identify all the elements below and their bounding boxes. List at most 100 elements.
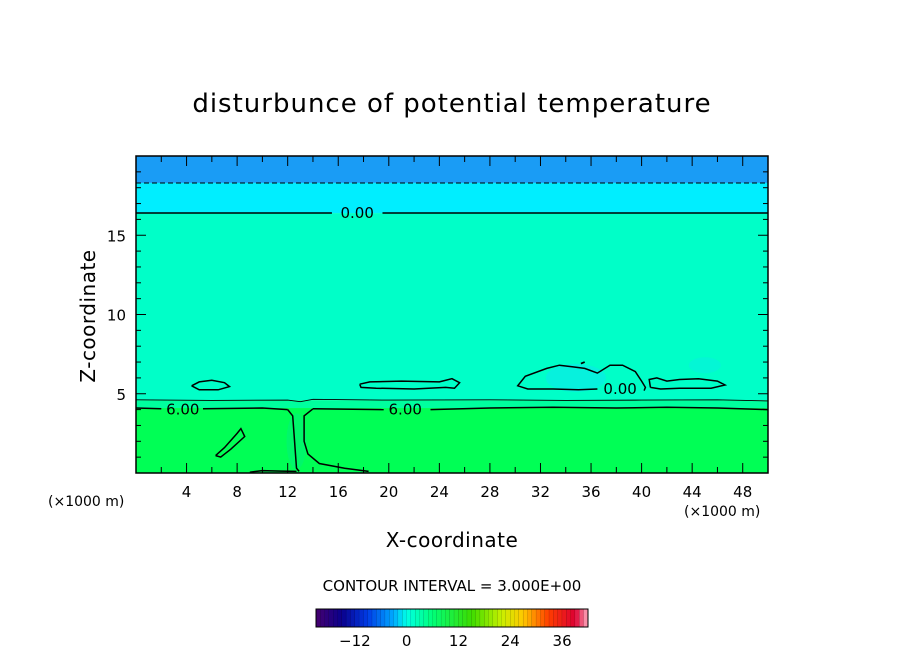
colorbar-cell [454, 609, 459, 627]
colorbar-cell [441, 609, 447, 627]
colorbar-cell [393, 609, 399, 627]
contour-plume [303, 408, 369, 473]
colorbar-cell [389, 609, 395, 627]
colorbar-cell [415, 609, 421, 627]
x-tick-label: 12 [278, 483, 297, 501]
colorbar-cell [458, 609, 464, 627]
colorbar-cell [484, 609, 490, 627]
x-tick-label: 8 [232, 483, 242, 501]
contour-thin [135, 398, 769, 403]
colorbar-cell [324, 609, 330, 627]
column-patch [286, 413, 307, 470]
contour-label: 0.00 [340, 204, 373, 222]
contour-six [430, 406, 769, 411]
band-1 [136, 182, 768, 214]
colorbar-cell [398, 609, 403, 627]
y-tick-label: 10 [107, 307, 126, 325]
colorbar-cell [432, 609, 438, 627]
colorbar-cell [445, 609, 451, 627]
colorbar [315, 608, 589, 628]
colorbar-cell [531, 609, 537, 627]
colorbar-cell [380, 609, 386, 627]
colorbar-tick-label: 12 [449, 632, 468, 650]
x-unit-left: (×1000 m) [48, 494, 124, 510]
contour-label: 6.00 [166, 401, 199, 419]
colorbar-cell [467, 609, 472, 627]
contour-label: 6.00 [389, 401, 422, 419]
band-0 [136, 156, 768, 183]
colorbar-cell [346, 609, 352, 627]
colorbar-cell [402, 609, 408, 627]
x-tick-label: 28 [480, 483, 499, 501]
colorbar-cell [488, 609, 494, 627]
colorbar-cell [363, 609, 369, 627]
colorbar-cell [553, 609, 559, 627]
y-tick-label: 5 [116, 386, 126, 404]
colorbar-cell [549, 609, 554, 627]
colorbar-cell [562, 609, 567, 627]
contour-interval-text: CONTOUR INTERVAL = 3.000E+00 [323, 577, 582, 595]
contour-label: 0.00 [603, 380, 636, 398]
colorbar-cell [471, 609, 477, 627]
colorbar-tick-label: −12 [339, 632, 371, 650]
colorbar-cell [385, 609, 390, 627]
contour-cell [516, 364, 647, 391]
y-axis: 5 10 15 [107, 171, 768, 458]
colorbar-cell [337, 609, 343, 627]
colorbar-cell [406, 609, 412, 627]
colorbar-ticks: −12 0 12 24 36 [339, 632, 572, 650]
x-tick-label: 24 [430, 483, 449, 501]
cool-patch [545, 363, 606, 392]
colorbar-cell [527, 609, 533, 627]
contour-speck [580, 361, 586, 365]
colorbar-cell [497, 609, 503, 627]
colorbar-cell [523, 609, 529, 627]
contour-six [312, 408, 384, 411]
colorbar-cell [359, 609, 364, 627]
contour-blob [191, 379, 232, 391]
colorbar-cell [428, 609, 434, 627]
y-tick-label: 15 [107, 227, 126, 245]
contour-blob [359, 377, 461, 390]
colorbar-cell [570, 609, 576, 627]
colorbar-cell [514, 609, 520, 627]
colorbar-cell [501, 609, 507, 627]
contour-blob [215, 427, 246, 458]
colorbar-cell [419, 609, 425, 627]
colorbar-cell [350, 609, 356, 627]
x-tick-label: 32 [531, 483, 550, 501]
colorbar-cell [579, 609, 585, 627]
colorbar-cell [493, 609, 498, 627]
colorbar-cell [320, 609, 326, 627]
colorbar-cell [372, 609, 377, 627]
colorbar-tick-label: 36 [553, 632, 572, 650]
colorbar-cell [510, 609, 516, 627]
band-2 [136, 213, 768, 401]
colorbar-tick-label: 24 [501, 632, 520, 650]
colorbar-cell [341, 609, 347, 627]
x-tick-label: 20 [379, 483, 398, 501]
colorbar-cell [423, 609, 429, 627]
x-axis-label: X-coordinate [386, 528, 519, 552]
colorbar-cell [333, 609, 339, 627]
colorbar-cell [536, 609, 542, 627]
y-axis-label: Z-coordinate [76, 249, 100, 382]
colorbar-cell [328, 609, 334, 627]
contour-lines: 0.00 0.00 6.00 6.00 [135, 182, 769, 473]
colorbar-cell [583, 609, 589, 627]
colorbar-cell [436, 609, 442, 627]
contour-blob [648, 377, 728, 390]
colorbar-cell [544, 609, 550, 627]
colorbar-cell [505, 609, 511, 627]
colorbar-cell [575, 609, 580, 627]
chart-title: disturbunce of potential temperature [192, 89, 711, 119]
x-tick-label: 36 [581, 483, 600, 501]
colorbar-cell [480, 609, 485, 627]
x-tick-label: 44 [683, 483, 702, 501]
contour-plume [287, 409, 300, 472]
band-transition [136, 400, 768, 409]
x-axis: 4 8 12 16 20 24 28 32 36 40 44 48 [160, 156, 769, 501]
colorbar-cell [410, 609, 416, 627]
x-tick-label: 4 [182, 483, 192, 501]
